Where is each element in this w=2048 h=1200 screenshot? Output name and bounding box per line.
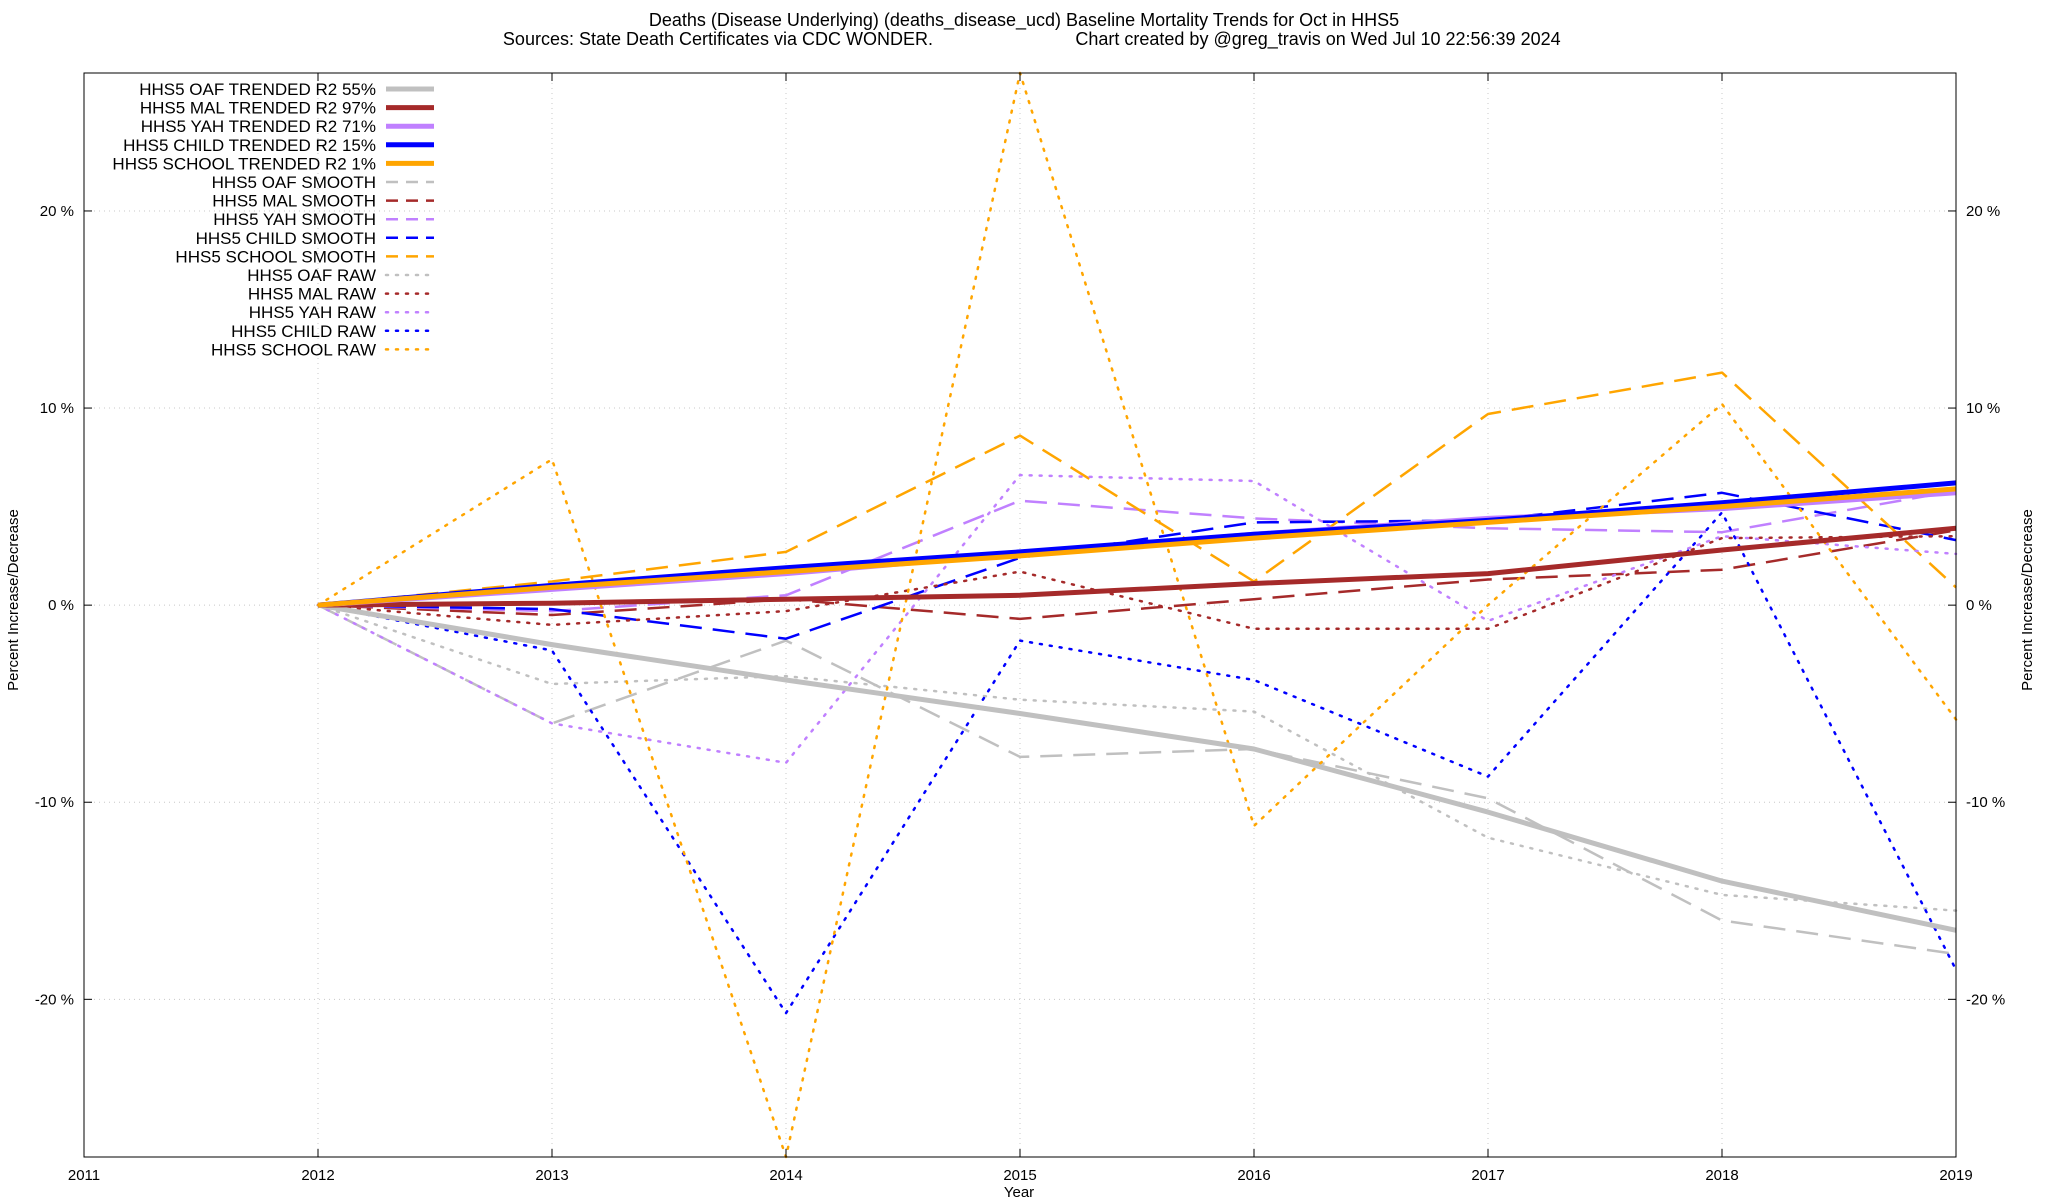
grid bbox=[83, 73, 1957, 1157]
series-line-hhs5-oaf-smooth bbox=[317, 603, 1957, 956]
y-tick-label-right: 10 % bbox=[1966, 400, 2000, 417]
x-tick-label: 2018 bbox=[1705, 1167, 1738, 1184]
y-tick-label-left: -20 % bbox=[35, 991, 74, 1008]
x-tick-label: 2012 bbox=[301, 1167, 334, 1184]
y-tick-label-left: 10 % bbox=[40, 400, 74, 417]
legend-label-hhs5-school-raw: HHS5 SCHOOL RAW bbox=[211, 340, 376, 359]
y-tick-label-left: 0 % bbox=[48, 597, 74, 614]
chart-subtitle-source: Sources: State Death Certificates via CD… bbox=[503, 29, 933, 49]
x-tick-label: 2016 bbox=[1237, 1167, 1270, 1184]
legend-label-hhs5-child-trended-r2-15: HHS5 CHILD TRENDED R2 15% bbox=[123, 136, 376, 155]
ticks: 2011 2012 2013 2014 2015 2016 2017 2018 2019 -20 … bbox=[35, 73, 2005, 1184]
series-line-hhs5-yah-raw bbox=[316, 473, 1958, 765]
legend-label-hhs5-school-trended-r2-1: HHS5 SCHOOL TRENDED R2 1% bbox=[112, 154, 376, 173]
series-line-hhs5-mal-smooth bbox=[317, 529, 1957, 621]
legend-label-hhs5-oaf-raw: HHS5 OAF RAW bbox=[247, 266, 376, 285]
y-tick-label-left: -10 % bbox=[35, 794, 74, 811]
y-tick-label-right: -10 % bbox=[1966, 794, 2005, 811]
x-tick-label: 2014 bbox=[769, 1167, 802, 1184]
chart-subtitle-credit: Chart created by @greg_travis on Wed Jul… bbox=[1075, 29, 1560, 50]
series-line-hhs5-child-raw bbox=[316, 511, 1958, 1015]
x-tick-label: 2013 bbox=[535, 1167, 568, 1184]
legend-label-hhs5-mal-raw: HHS5 MAL RAW bbox=[248, 285, 376, 304]
x-tick-label: 2011 bbox=[68, 1167, 100, 1184]
series-line-hhs5-oaf-raw bbox=[316, 603, 1958, 912]
legend-label-hhs5-school-smooth: HHS5 SCHOOL SMOOTH bbox=[175, 247, 376, 266]
legend-label-hhs5-child-smooth: HHS5 CHILD SMOOTH bbox=[196, 229, 376, 248]
legend-label-hhs5-oaf-trended-r2-55: HHS5 OAF TRENDED R2 55% bbox=[139, 80, 376, 99]
legend-label-hhs5-yah-smooth: HHS5 YAH SMOOTH bbox=[213, 210, 376, 229]
y-axis-label-left: Percent Increase/Decrease bbox=[5, 509, 22, 691]
series-group bbox=[316, 71, 1958, 1159]
x-tick-label: 2019 bbox=[1939, 1167, 1972, 1184]
legend-label-hhs5-mal-smooth: HHS5 MAL SMOOTH bbox=[212, 192, 376, 211]
y-tick-label-left: 20 % bbox=[40, 203, 74, 220]
x-axis-label: Year bbox=[1004, 1184, 1034, 1200]
legend-label-hhs5-child-raw: HHS5 CHILD RAW bbox=[231, 322, 376, 341]
x-tick-label: 2017 bbox=[1471, 1167, 1504, 1184]
x-tick-label: 2015 bbox=[1003, 1167, 1036, 1184]
y-tick-label-right: 0 % bbox=[1966, 597, 1992, 614]
series-line-hhs5-child-smooth bbox=[317, 491, 1957, 640]
y-tick-label-right: 20 % bbox=[1966, 203, 2000, 220]
series-line-hhs5-school-trended-r2-1 bbox=[317, 486, 1957, 608]
y-axis-label-right: Percent Increase/Decrease bbox=[2019, 509, 2036, 691]
legend-label-hhs5-oaf-smooth: HHS5 OAF SMOOTH bbox=[212, 173, 376, 192]
legend-label-hhs5-yah-raw: HHS5 YAH RAW bbox=[249, 303, 376, 322]
series-line-hhs5-oaf-trended-r2-55 bbox=[317, 602, 1957, 933]
y-tick-label-right: -20 % bbox=[1966, 991, 2005, 1008]
series-line-hhs5-mal-trended-r2-97 bbox=[317, 525, 1957, 608]
legend-label-hhs5-mal-trended-r2-97: HHS5 MAL TRENDED R2 97% bbox=[140, 99, 376, 118]
legend-label-hhs5-yah-trended-r2-71: HHS5 YAH TRENDED R2 71% bbox=[141, 117, 376, 136]
legend: HHS5 OAF TRENDED R2 55%HHS5 MAL TRENDED … bbox=[112, 80, 436, 359]
chart-title: Deaths (Disease Underlying) (deaths_dise… bbox=[649, 10, 1399, 31]
